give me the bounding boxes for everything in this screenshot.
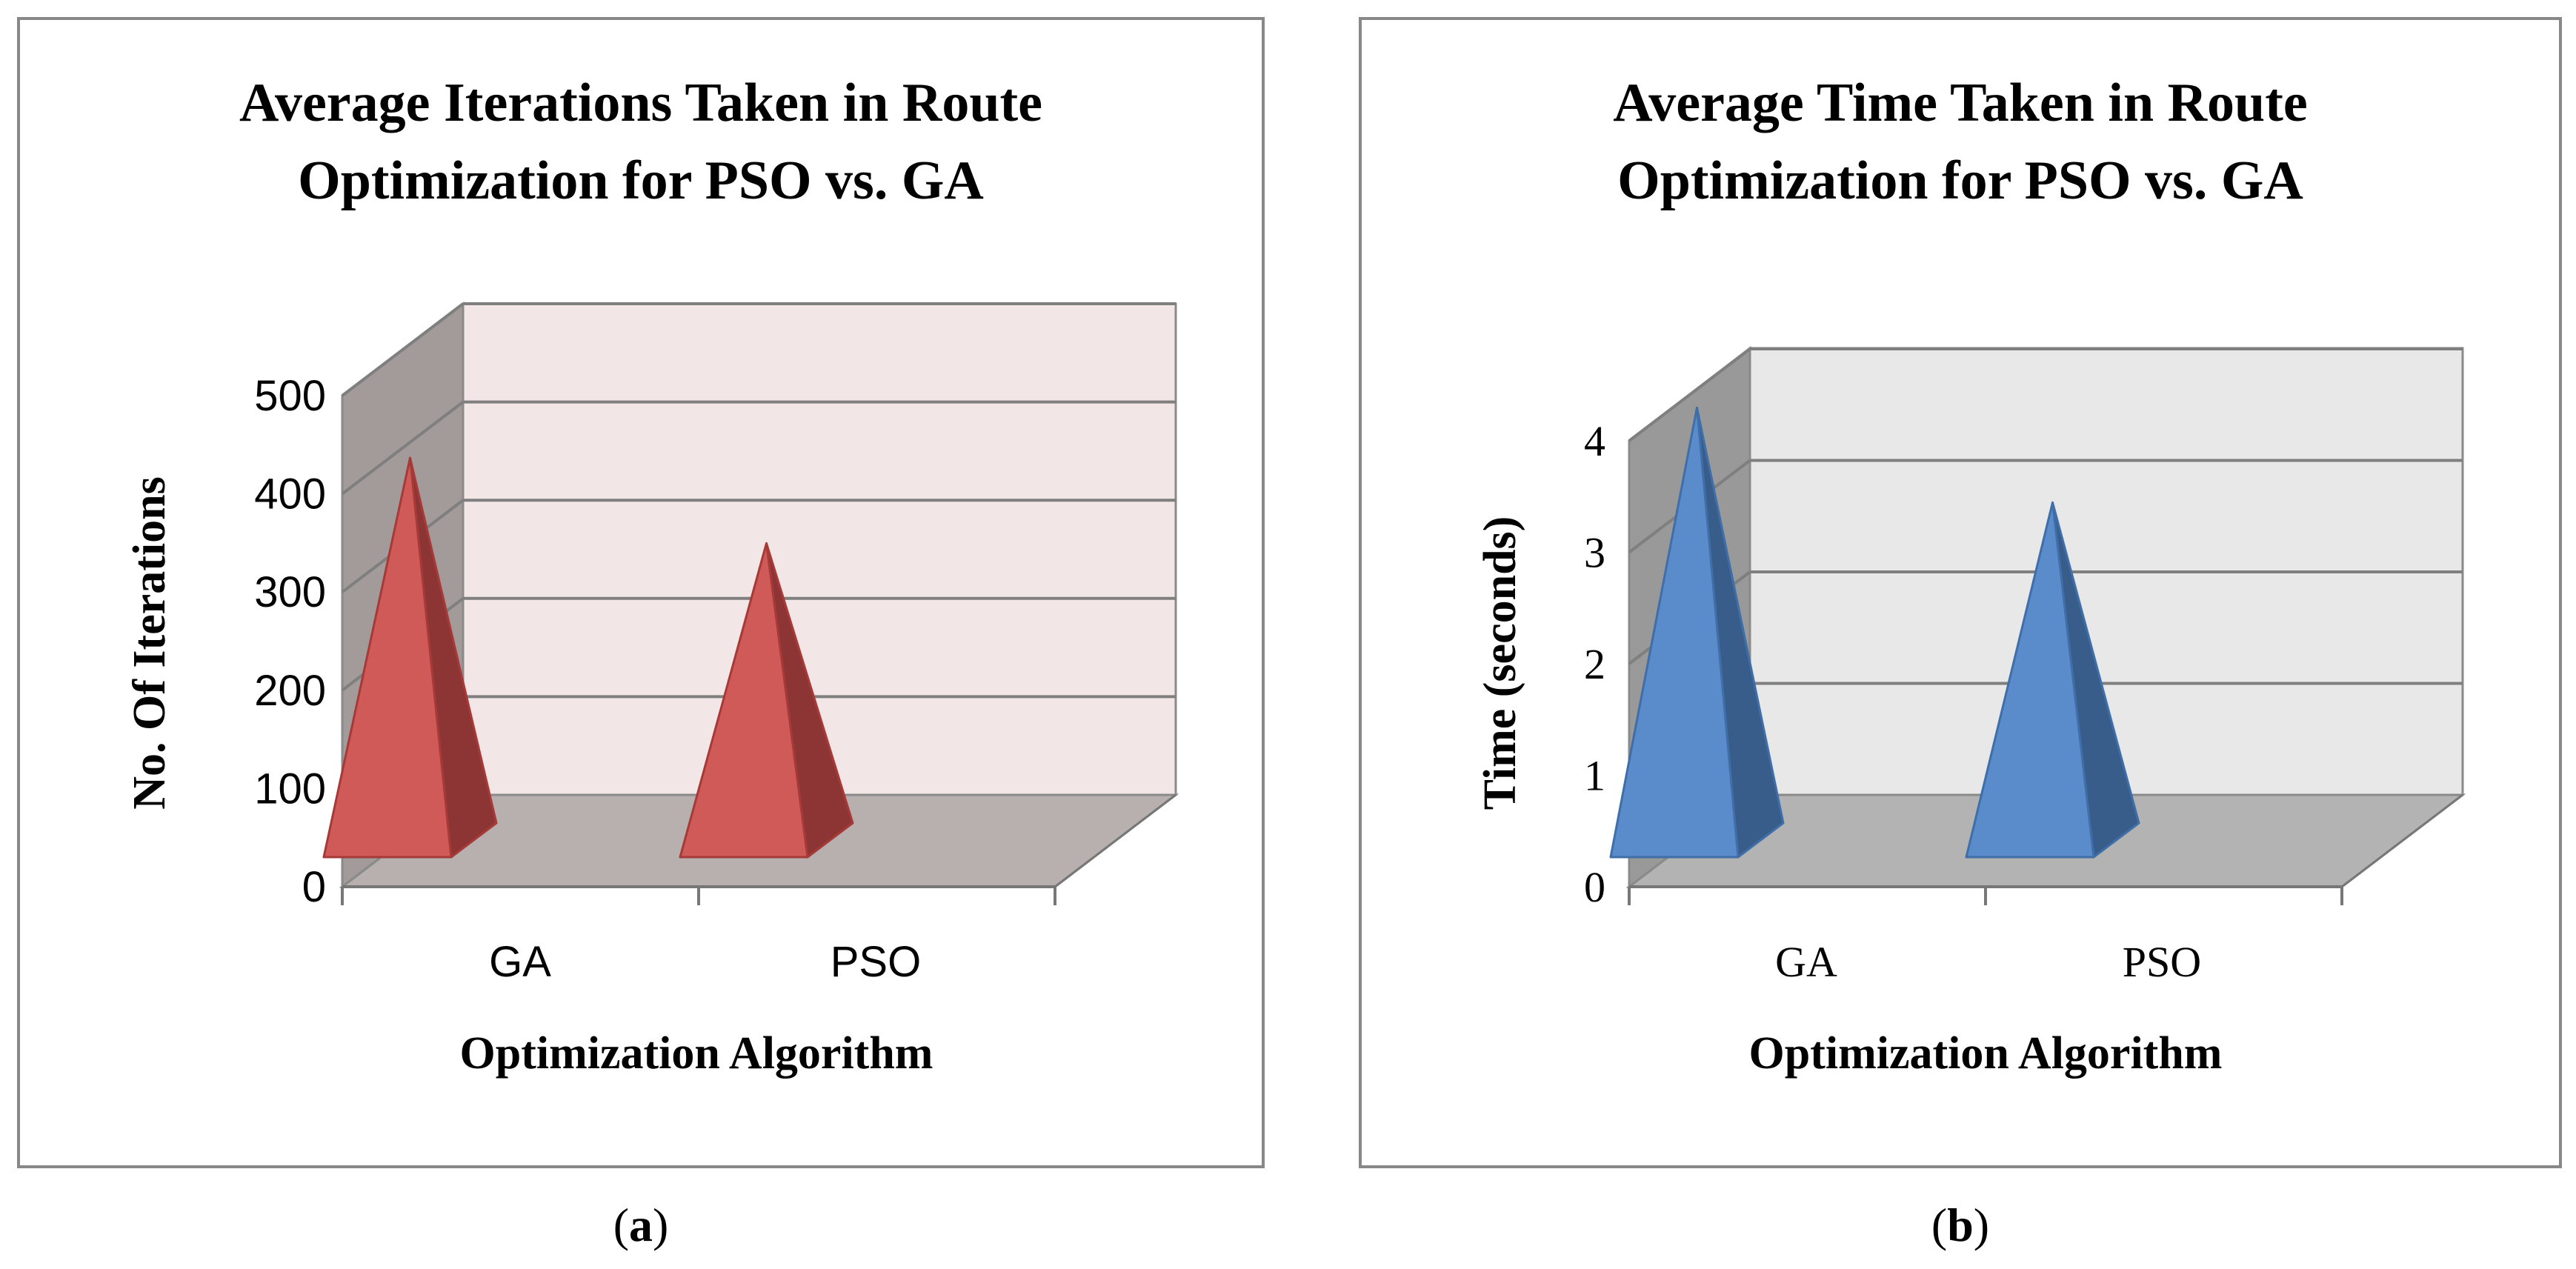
bar-front-face <box>679 542 809 859</box>
bars <box>322 456 854 859</box>
y-tick-label: 300 <box>254 568 326 616</box>
chart-panel-a: Average Iterations Taken in Route Optimi… <box>17 17 1265 1168</box>
y-axis-title: Time (seconds) <box>1475 516 1525 810</box>
bars <box>1609 406 2140 859</box>
y-tick-label: 1 <box>1584 752 1605 800</box>
x-tick-label-pso: PSO <box>2123 938 2201 986</box>
x-tick-label-ga: GA <box>489 938 551 986</box>
chart-title-line-2: Optimization for PSO vs. GA <box>1617 150 2303 211</box>
chart-panel-b: Average Time Taken in Route Optimization… <box>1359 17 2562 1168</box>
y-tick-label: 2 <box>1584 640 1605 688</box>
gridline-side <box>1628 347 1751 442</box>
x-axis-title: Optimization Algorithm <box>1749 1028 2223 1079</box>
y-tick-label: 0 <box>1584 863 1605 911</box>
gridline-side <box>341 401 465 496</box>
y-tick-label: 100 <box>254 765 326 813</box>
x-axis-title: Optimization Algorithm <box>460 1028 933 1079</box>
caption-a: (a) <box>613 1199 669 1251</box>
x-axis-end-diagonal <box>2341 793 2463 888</box>
bar-front-face <box>1965 501 2095 859</box>
y-tick-labels: 0 1 2 3 4 <box>1584 417 1605 911</box>
y-tick-label: 200 <box>254 667 326 715</box>
x-tick-label-ga: GA <box>1775 938 1837 986</box>
x-tick-label-pso: PSO <box>831 938 922 986</box>
caption-b: (b) <box>1931 1199 1989 1251</box>
bar-front-face <box>322 456 453 859</box>
chart-title-line-1: Average Time Taken in Route <box>1613 73 2307 133</box>
y-tick-label: 500 <box>254 372 326 420</box>
y-tick-label: 400 <box>254 470 326 519</box>
chart-title-line-1: Average Iterations Taken in Route <box>239 73 1042 133</box>
bar-front-face <box>1609 406 1740 859</box>
y-tick-label: 4 <box>1584 417 1605 465</box>
y-tick-label: 3 <box>1584 529 1605 577</box>
y-tick-labels: 0 100 200 300 400 500 <box>254 372 326 911</box>
gridline-side <box>341 302 465 397</box>
y-tick-label: 0 <box>302 863 326 911</box>
y-axis-title: No. Of Iterations <box>124 476 175 809</box>
chart-title-line-2: Optimization for PSO vs. GA <box>298 150 984 211</box>
x-axis-end-diagonal <box>1054 793 1176 888</box>
